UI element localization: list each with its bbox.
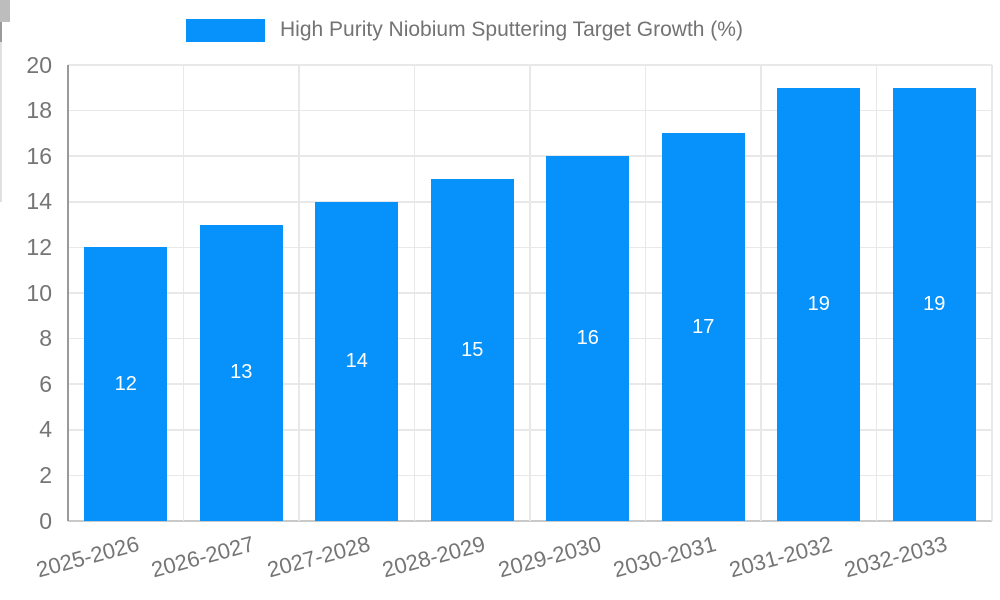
bar-value-label: 13 [230, 361, 253, 384]
y-tick-mark [0, 2, 10, 4]
x-tick-label: 2030-2031 [610, 531, 719, 583]
v-gridline [182, 65, 185, 521]
bar-2029-2030: 16 [546, 156, 630, 521]
x-tick-mark [0, 42, 2, 62]
y-tick-label: 0 [39, 507, 52, 534]
x-tick-mark [0, 182, 2, 202]
x-tick-label: 2027-2028 [264, 531, 373, 583]
x-tick-mark [0, 102, 2, 122]
legend-swatch [186, 18, 265, 42]
bar-value-label: 16 [576, 327, 599, 350]
v-gridline [760, 65, 762, 521]
bar-value-label: 12 [114, 372, 137, 395]
x-tick-label: 2025-2026 [33, 531, 142, 583]
x-tick-label: 2028-2029 [379, 531, 488, 583]
v-gridline [991, 65, 993, 521]
y-tick-label: 14 [26, 188, 52, 215]
bar-value-label: 19 [807, 292, 830, 315]
x-tick-label: 2026-2027 [148, 531, 257, 583]
y-tick-mark [0, 8, 10, 10]
y-tick-mark [0, 12, 10, 14]
bar-value-label: 15 [461, 338, 484, 361]
y-tick-label: 6 [39, 370, 52, 397]
bar-2027-2028: 14 [315, 201, 399, 521]
y-tick-mark [0, 6, 10, 8]
x-tick-label: 2031-2032 [726, 531, 835, 583]
x-tick-mark [0, 22, 2, 42]
bar-2032-2033: 19 [892, 87, 976, 521]
y-tick-label: 2 [39, 461, 52, 488]
y-tick-mark [0, 4, 10, 6]
x-tick-mark [0, 122, 2, 142]
bar-2030-2031: 17 [661, 133, 745, 521]
y-tick-mark [0, 18, 10, 20]
bar-value-label: 17 [692, 315, 715, 338]
y-tick-label: 8 [39, 325, 52, 352]
y-tick-label: 4 [39, 416, 52, 443]
v-gridline [529, 65, 531, 521]
chart-legend: High Purity Niobium Sputtering Target Gr… [186, 18, 743, 42]
x-tick-label: 2029-2030 [495, 531, 604, 583]
x-tick-mark [0, 142, 2, 162]
y-tick-label: 16 [26, 142, 52, 169]
bar-2026-2027: 13 [199, 224, 283, 521]
v-gridline [413, 65, 416, 521]
y-tick-mark [0, 10, 10, 12]
v-gridline [644, 65, 647, 521]
y-tick-mark [0, 16, 10, 18]
v-gridline [875, 65, 878, 521]
x-tick-mark [0, 62, 2, 82]
x-tick-mark [0, 162, 2, 182]
x-tick-mark [0, 82, 2, 102]
bar-2025-2026: 12 [84, 247, 168, 521]
bar-2031-2032: 19 [777, 87, 861, 521]
bar-value-label: 14 [345, 349, 368, 372]
y-axis-line [67, 65, 69, 521]
y-tick-label: 12 [26, 233, 52, 260]
x-axis-baseline [68, 520, 992, 522]
bar-2028-2029: 15 [430, 179, 514, 521]
y-tick-label: 10 [26, 279, 52, 306]
y-tick-mark [0, 20, 10, 22]
y-tick-label: 18 [26, 97, 52, 124]
y-tick-mark [0, 0, 10, 2]
y-tick-label: 20 [26, 51, 52, 78]
x-tick-label: 2032-2033 [841, 531, 950, 583]
y-tick-mark [0, 14, 10, 16]
v-gridline [298, 65, 300, 521]
legend-label: High Purity Niobium Sputtering Target Gr… [280, 18, 743, 41]
bar-value-label: 19 [923, 292, 946, 315]
